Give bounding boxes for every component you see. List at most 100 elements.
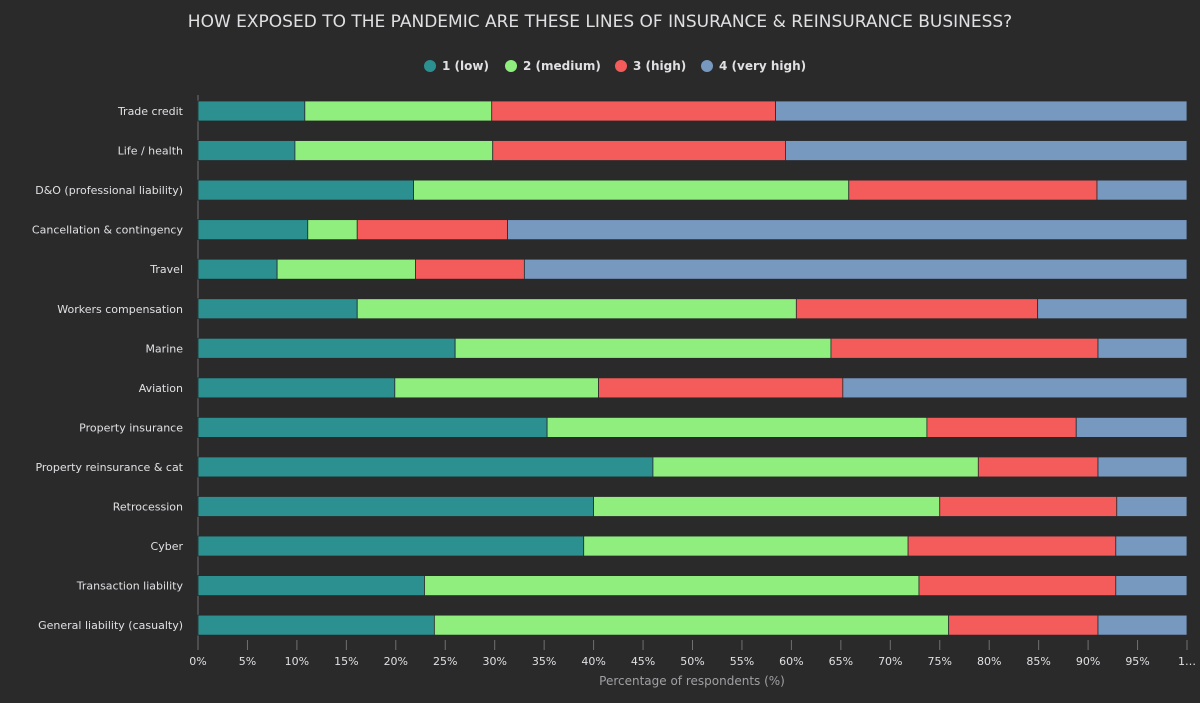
legend-marker	[615, 60, 627, 72]
bar-segment-2	[307, 219, 358, 241]
bar-segment-1	[197, 100, 306, 122]
x-tick-label: 85%	[1026, 655, 1050, 668]
bar-segment-4	[507, 219, 1188, 241]
bar-segment-4	[1037, 298, 1188, 320]
bar-segment-1	[197, 219, 309, 241]
bar-segment-2	[652, 456, 979, 478]
bar-segment-2	[424, 575, 920, 596]
x-tick-label: 50%	[680, 655, 704, 668]
bar-segment-1	[197, 416, 548, 438]
x-tick-label: 25%	[433, 655, 457, 668]
bar-segment-1	[197, 258, 278, 280]
bar-segment-4	[1097, 614, 1188, 636]
bar-segment-1	[197, 298, 358, 320]
x-axis: 0% 5% 10% 15% 20% 25% 30% 35% 40% 45% 50% 55% 60% 65%…	[189, 95, 1196, 668]
category-label: General liability (casualty)	[38, 619, 183, 632]
x-tick-label: 65%	[829, 655, 853, 668]
bar-segment-3	[415, 258, 525, 280]
bar-segment-2	[433, 614, 950, 636]
bar-segment-4	[1115, 535, 1188, 557]
category-label: D&O (professional liability)	[35, 184, 183, 197]
bar-segment-1	[197, 140, 296, 161]
category-label: Property reinsurance & cat	[35, 461, 183, 474]
x-tick-label: 0%	[189, 655, 206, 668]
bar-segment-1	[197, 614, 435, 636]
bars	[197, 100, 1188, 636]
chart-title: HOW EXPOSED TO THE PANDEMIC ARE THESE LI…	[188, 12, 1012, 32]
bar-segment-4	[1115, 575, 1188, 596]
bar-segment-3	[948, 614, 1099, 636]
bar-segment-1	[197, 535, 585, 557]
category-label: Aviation	[139, 382, 183, 395]
bar-segment-1	[197, 179, 415, 201]
bar-segment-3	[830, 337, 1099, 359]
category-label: Cancellation & contingency	[32, 224, 184, 237]
bar-segment-3	[848, 179, 1098, 201]
x-tick-label: 15%	[334, 655, 358, 668]
x-tick-label: 95%	[1125, 655, 1149, 668]
bar-segment-4	[775, 100, 1188, 122]
bar-segment-4	[1096, 179, 1188, 201]
bar-segment-1	[197, 337, 456, 359]
bar-segment-3	[598, 377, 844, 399]
bar-segment-2	[356, 298, 797, 320]
bar-segment-3	[356, 219, 508, 241]
bar-segment-2	[394, 377, 599, 399]
y-axis: Trade credit Life / health D&O (profession…	[32, 105, 184, 632]
legend-marker	[424, 60, 436, 72]
x-tick-label: 75%	[928, 655, 952, 668]
legend-marker	[505, 60, 517, 72]
bar-segment-4	[842, 377, 1188, 399]
x-axis-title: Percentage of respondents (%)	[599, 674, 785, 688]
category-label: Marine	[145, 342, 183, 355]
bar-segment-2	[413, 179, 850, 201]
x-tick-label: 70%	[878, 655, 902, 668]
category-label: Property insurance	[79, 421, 183, 434]
x-tick-label: 60%	[779, 655, 803, 668]
x-tick-label: 5%	[239, 655, 256, 668]
bar-segment-2	[546, 416, 928, 438]
bar-segment-1	[197, 456, 654, 478]
bar-segment-4	[785, 140, 1188, 161]
bar-segment-2	[454, 337, 832, 359]
legend-marker	[701, 60, 713, 72]
category-label: Workers compensation	[57, 303, 183, 316]
bar-segment-2	[593, 496, 941, 517]
bar-segment-4	[1116, 496, 1188, 517]
bar-segment-3	[939, 496, 1118, 517]
bar-segment-3	[492, 140, 786, 161]
bar-segment-3	[795, 298, 1039, 320]
legend-item-label: 1 (low)	[442, 59, 489, 73]
x-tick-label: 55%	[730, 655, 754, 668]
category-label: Trade credit	[117, 105, 184, 118]
bar-segment-3	[491, 100, 776, 122]
bar-segment-4	[1097, 456, 1188, 478]
category-label: Travel	[149, 263, 183, 276]
bar-segment-4	[1097, 337, 1188, 359]
x-tick-label: 35%	[532, 655, 556, 668]
bar-segment-1	[197, 377, 396, 399]
legend-item-label: 4 (very high)	[719, 59, 806, 73]
x-tick-label: 90%	[1076, 655, 1100, 668]
bar-segment-3	[918, 575, 1117, 596]
x-tick-label: 20%	[384, 655, 408, 668]
bar-segment-1	[197, 575, 425, 596]
legend: 1 (low) 2 (medium) 3 (high) 4 (very high)	[424, 59, 806, 73]
x-tick-label: 30%	[482, 655, 506, 668]
x-tick-label: 40%	[581, 655, 605, 668]
category-label: Life / health	[118, 145, 183, 158]
bar-segment-2	[294, 140, 494, 161]
x-tick-label: 10%	[285, 655, 309, 668]
bar-segment-4	[1075, 416, 1188, 438]
legend-item-label: 2 (medium)	[523, 59, 601, 73]
bar-segment-4	[523, 258, 1188, 280]
x-tick-label: 45%	[631, 655, 655, 668]
category-label: Retrocession	[113, 501, 183, 514]
x-tick-label: 1…	[1178, 655, 1196, 668]
x-tick-label: 80%	[977, 655, 1001, 668]
bar-segment-3	[926, 416, 1077, 438]
bar-segment-1	[197, 496, 595, 517]
category-label: Cyber	[151, 540, 184, 553]
bar-segment-2	[276, 258, 416, 280]
